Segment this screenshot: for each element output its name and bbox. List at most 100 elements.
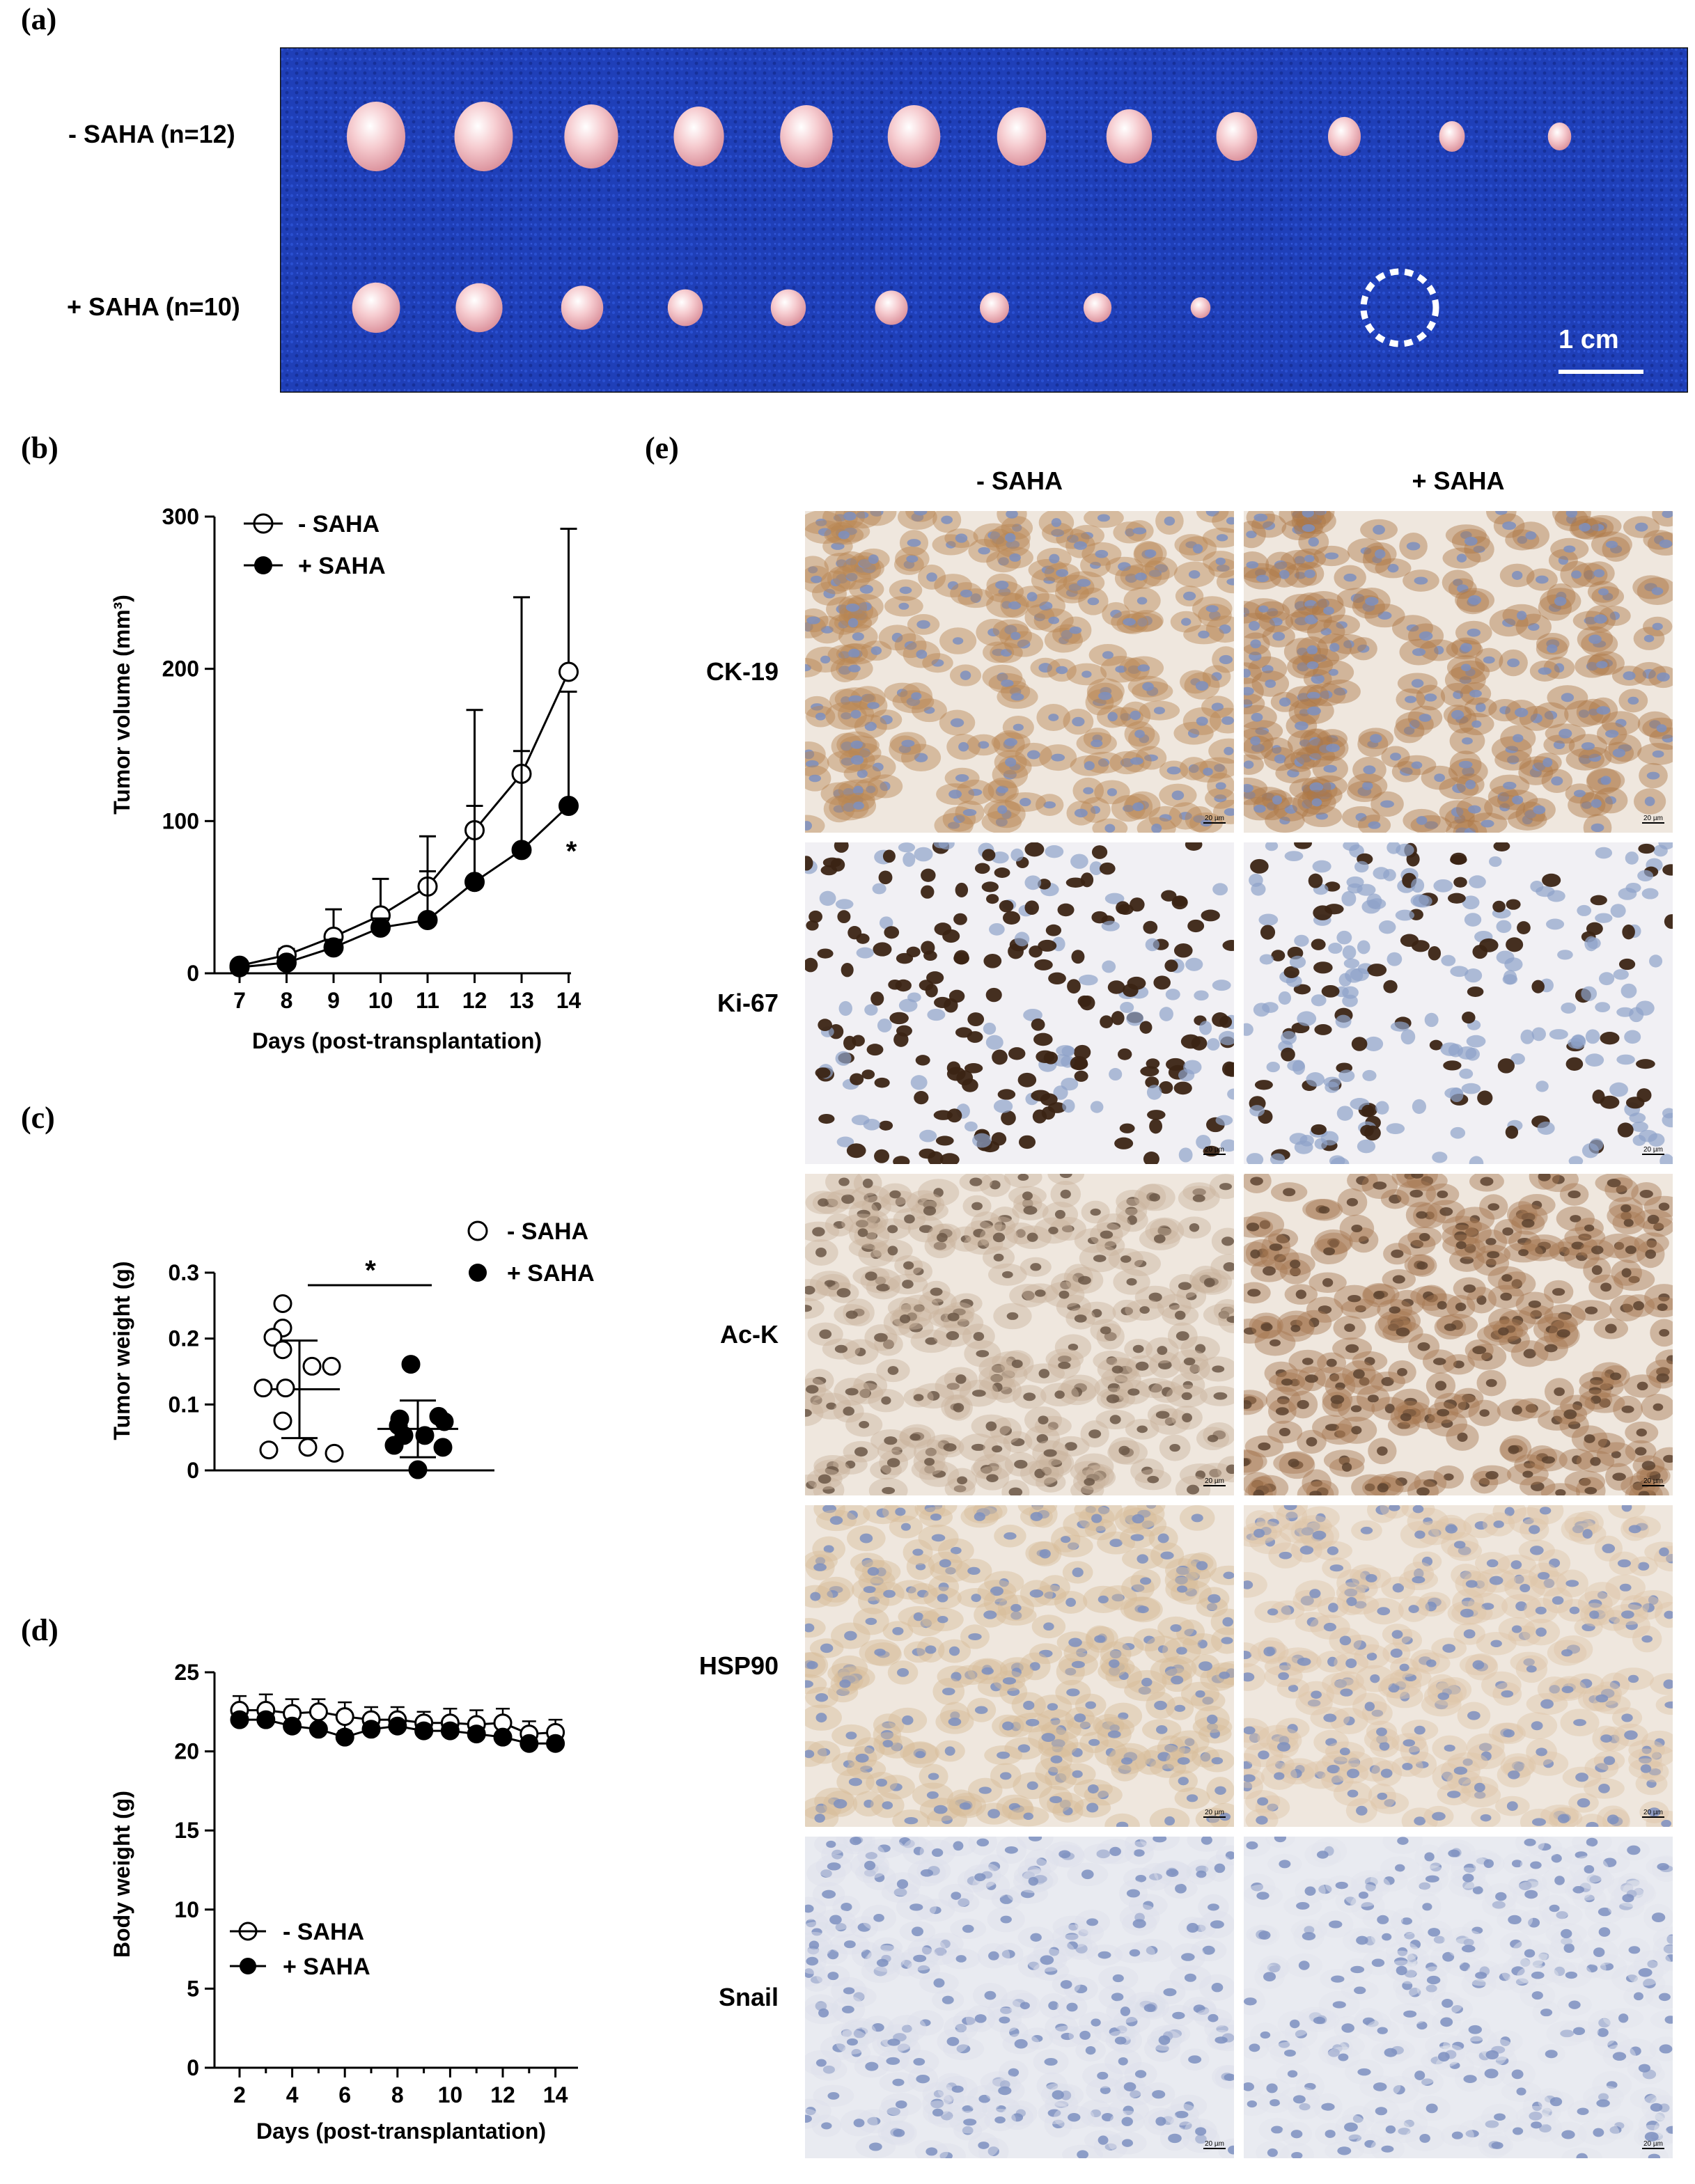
nucleus [1097,514,1110,522]
nucleus [1102,960,1116,973]
nucleus [1014,2038,1028,2049]
nucleus [1311,938,1326,950]
nucleus [1302,785,1312,793]
nucleus [1401,1636,1413,1644]
nucleus [1595,913,1613,923]
nucleus [1397,1422,1411,1429]
nucleus [1161,890,1177,902]
nucleus [1348,2134,1362,2142]
nucleus [934,922,952,936]
nucleus [1460,1256,1474,1264]
nucleus [893,2128,905,2137]
nucleus [1014,932,1030,947]
cytoplasm [1575,1477,1606,1495]
nucleus [1565,511,1578,518]
nucleus [1058,1362,1071,1369]
nucleus [1513,1574,1524,1584]
nucleus [1034,1468,1045,1479]
nucleus [1068,1343,1079,1351]
nucleus [1353,1369,1365,1379]
nucleus [1055,2023,1068,2032]
ihc-tile-snail-plus: 20 µm [1244,1837,1673,2158]
nucleus [1475,1972,1487,1979]
nucleus [1098,758,1110,767]
nucleus [930,2098,944,2109]
nucleus [1505,1125,1519,1139]
nucleus [1589,1875,1602,1884]
chart-d-ytick-label: 15 [174,1818,199,1843]
nucleus [1358,1236,1369,1244]
nucleus [1173,1081,1192,1095]
nucleus [1312,860,1331,873]
nucleus [1409,1189,1423,1198]
nucleus [1480,1177,1494,1186]
nucleus [1665,1954,1673,1962]
nucleus [1576,2153,1588,2158]
nucleus [841,696,851,705]
nucleus [1604,1323,1617,1334]
nucleus [1637,870,1653,881]
nucleus [1458,1401,1470,1411]
nucleus [1127,665,1141,674]
nucleus [859,1388,871,1399]
nucleus [815,2059,827,2067]
nucleus [1650,2103,1663,2112]
nucleus [980,1465,993,1474]
cytoplasm [805,1279,829,1302]
nucleus [834,842,849,853]
chart-d-xtick-label: 14 [543,2082,568,2107]
nucleus [1098,2135,1109,2145]
nucleus [1404,1397,1417,1406]
nucleus [1522,1470,1533,1478]
nucleus [1192,1188,1206,1196]
nucleus [1289,1133,1308,1145]
nucleus [1656,1367,1670,1376]
nucleus [947,581,959,590]
nucleus [1565,1580,1579,1587]
nucleus [836,559,848,568]
nucleus [806,1480,817,1489]
nucleus [1086,1802,1099,1813]
nucleus [1274,1772,1285,1780]
nucleus [1121,2139,1134,2147]
cytoplasm [1273,1505,1308,1518]
nucleus [1141,1520,1155,1530]
cytoplasm [1561,2147,1602,2158]
nucleus [1517,611,1527,620]
nucleus [901,2025,912,2033]
nucleus [866,1044,884,1056]
nucleus [1416,2021,1428,2030]
nucleus [942,1995,954,2004]
nucleus [1472,944,1488,959]
nucleus [1450,854,1467,865]
nucleus [870,1576,884,1586]
nucleus [1258,605,1269,613]
nucleus [838,666,852,675]
nucleus [865,1852,877,1860]
nucleus [1506,1801,1518,1812]
nucleus [1189,1223,1200,1232]
nucleus [806,1660,818,1670]
nucleus [1383,980,1398,993]
nucleus [1480,1814,1492,1822]
nucleus [1549,1029,1568,1040]
nucleus [1218,1030,1234,1046]
chart-b-ytick-label: 200 [162,657,199,682]
nucleus [1571,570,1581,579]
nucleus [999,1578,1009,1587]
nucleus [997,805,1008,814]
cytoplasm [1244,1663,1266,1691]
nucleus [1147,1110,1166,1120]
nucleus [931,1534,946,1542]
chart-c-point-minus [263,1328,283,1347]
nucleus [1311,1124,1327,1136]
nucleus [1279,569,1290,579]
tumor-minus-1 [347,102,405,171]
cytoplasm [1654,2116,1673,2144]
nucleus [913,1954,927,1963]
nucleus [953,1841,964,1851]
nucleus [1216,534,1228,542]
nucleus [1652,750,1664,758]
nucleus [1117,904,1134,916]
nucleus [1148,569,1162,577]
